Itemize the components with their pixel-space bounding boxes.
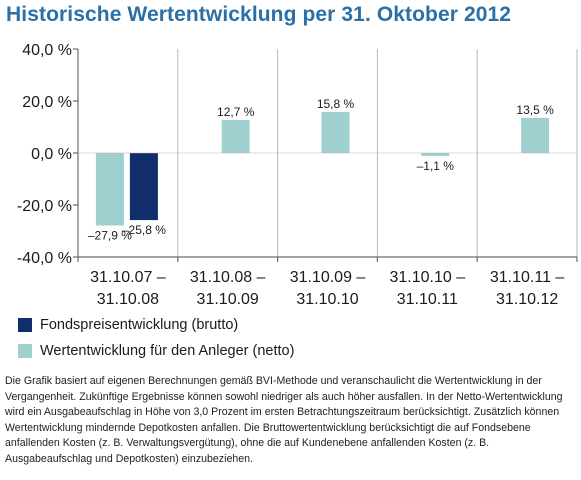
y-tick-label: -40,0 % xyxy=(17,250,72,267)
bar-netto xyxy=(221,119,250,153)
bar-netto xyxy=(95,153,124,226)
y-tick-label: 20,0 % xyxy=(22,94,72,111)
bar-chart: 40,0 % 20,0 % 0,0 % -20,0 % -40,0 % –27,9 %–2… xyxy=(17,42,578,308)
chart-title: Historische Wertentwicklung per 31. Okto… xyxy=(6,3,512,26)
legend-swatch-netto xyxy=(18,344,32,358)
y-tick-label: 0,0 % xyxy=(31,146,72,163)
bar-brutto xyxy=(129,153,158,221)
legend-item-netto: Wertentwicklung für den Anleger (netto) xyxy=(18,338,294,364)
x-tick-label-line2: 31.10.12 xyxy=(496,291,558,308)
bar-netto xyxy=(321,111,350,153)
x-tick-label-line2: 31.10.08 xyxy=(97,291,159,308)
y-tick-label: 40,0 % xyxy=(22,42,72,59)
x-tick-label-line1: 31.10.07 – xyxy=(90,269,166,286)
data-label-netto: 13,5 % xyxy=(516,103,554,117)
x-tick-label-line2: 31.10.09 xyxy=(197,291,259,308)
data-label-brutto: –25,8 % xyxy=(122,223,166,237)
data-label-netto: –27,9 % xyxy=(88,229,132,243)
x-tick-label-line1: 31.10.08 – xyxy=(190,269,266,286)
data-label-netto: 12,7 % xyxy=(217,105,255,119)
legend-item-brutto: Fondspreisentwicklung (brutto) xyxy=(18,312,294,338)
x-tick-label-line1: 31.10.11 – xyxy=(490,269,565,286)
x-tick-label-line1: 31.10.09 – xyxy=(290,269,366,286)
legend-label-netto: Wertentwicklung für den Anleger (netto) xyxy=(40,343,295,359)
bar-netto xyxy=(421,153,450,156)
legend-swatch-brutto xyxy=(18,318,32,332)
legend-label-brutto: Fondspreisentwicklung (brutto) xyxy=(40,317,239,333)
y-tick-label: -20,0 % xyxy=(17,198,72,215)
bar-netto xyxy=(521,117,550,153)
x-tick-label-line1: 31.10.10 – xyxy=(389,269,465,286)
data-label-netto: 15,8 % xyxy=(317,97,355,111)
footnote: Die Grafik basiert auf eigenen Berechnun… xyxy=(5,375,563,465)
x-tick-label-line2: 31.10.11 xyxy=(397,291,458,308)
x-tick-label-line2: 31.10.10 xyxy=(296,291,358,308)
data-label-netto: –1,1 % xyxy=(417,159,455,173)
legend: Fondspreisentwicklung (brutto) Wertentwi… xyxy=(18,312,294,364)
